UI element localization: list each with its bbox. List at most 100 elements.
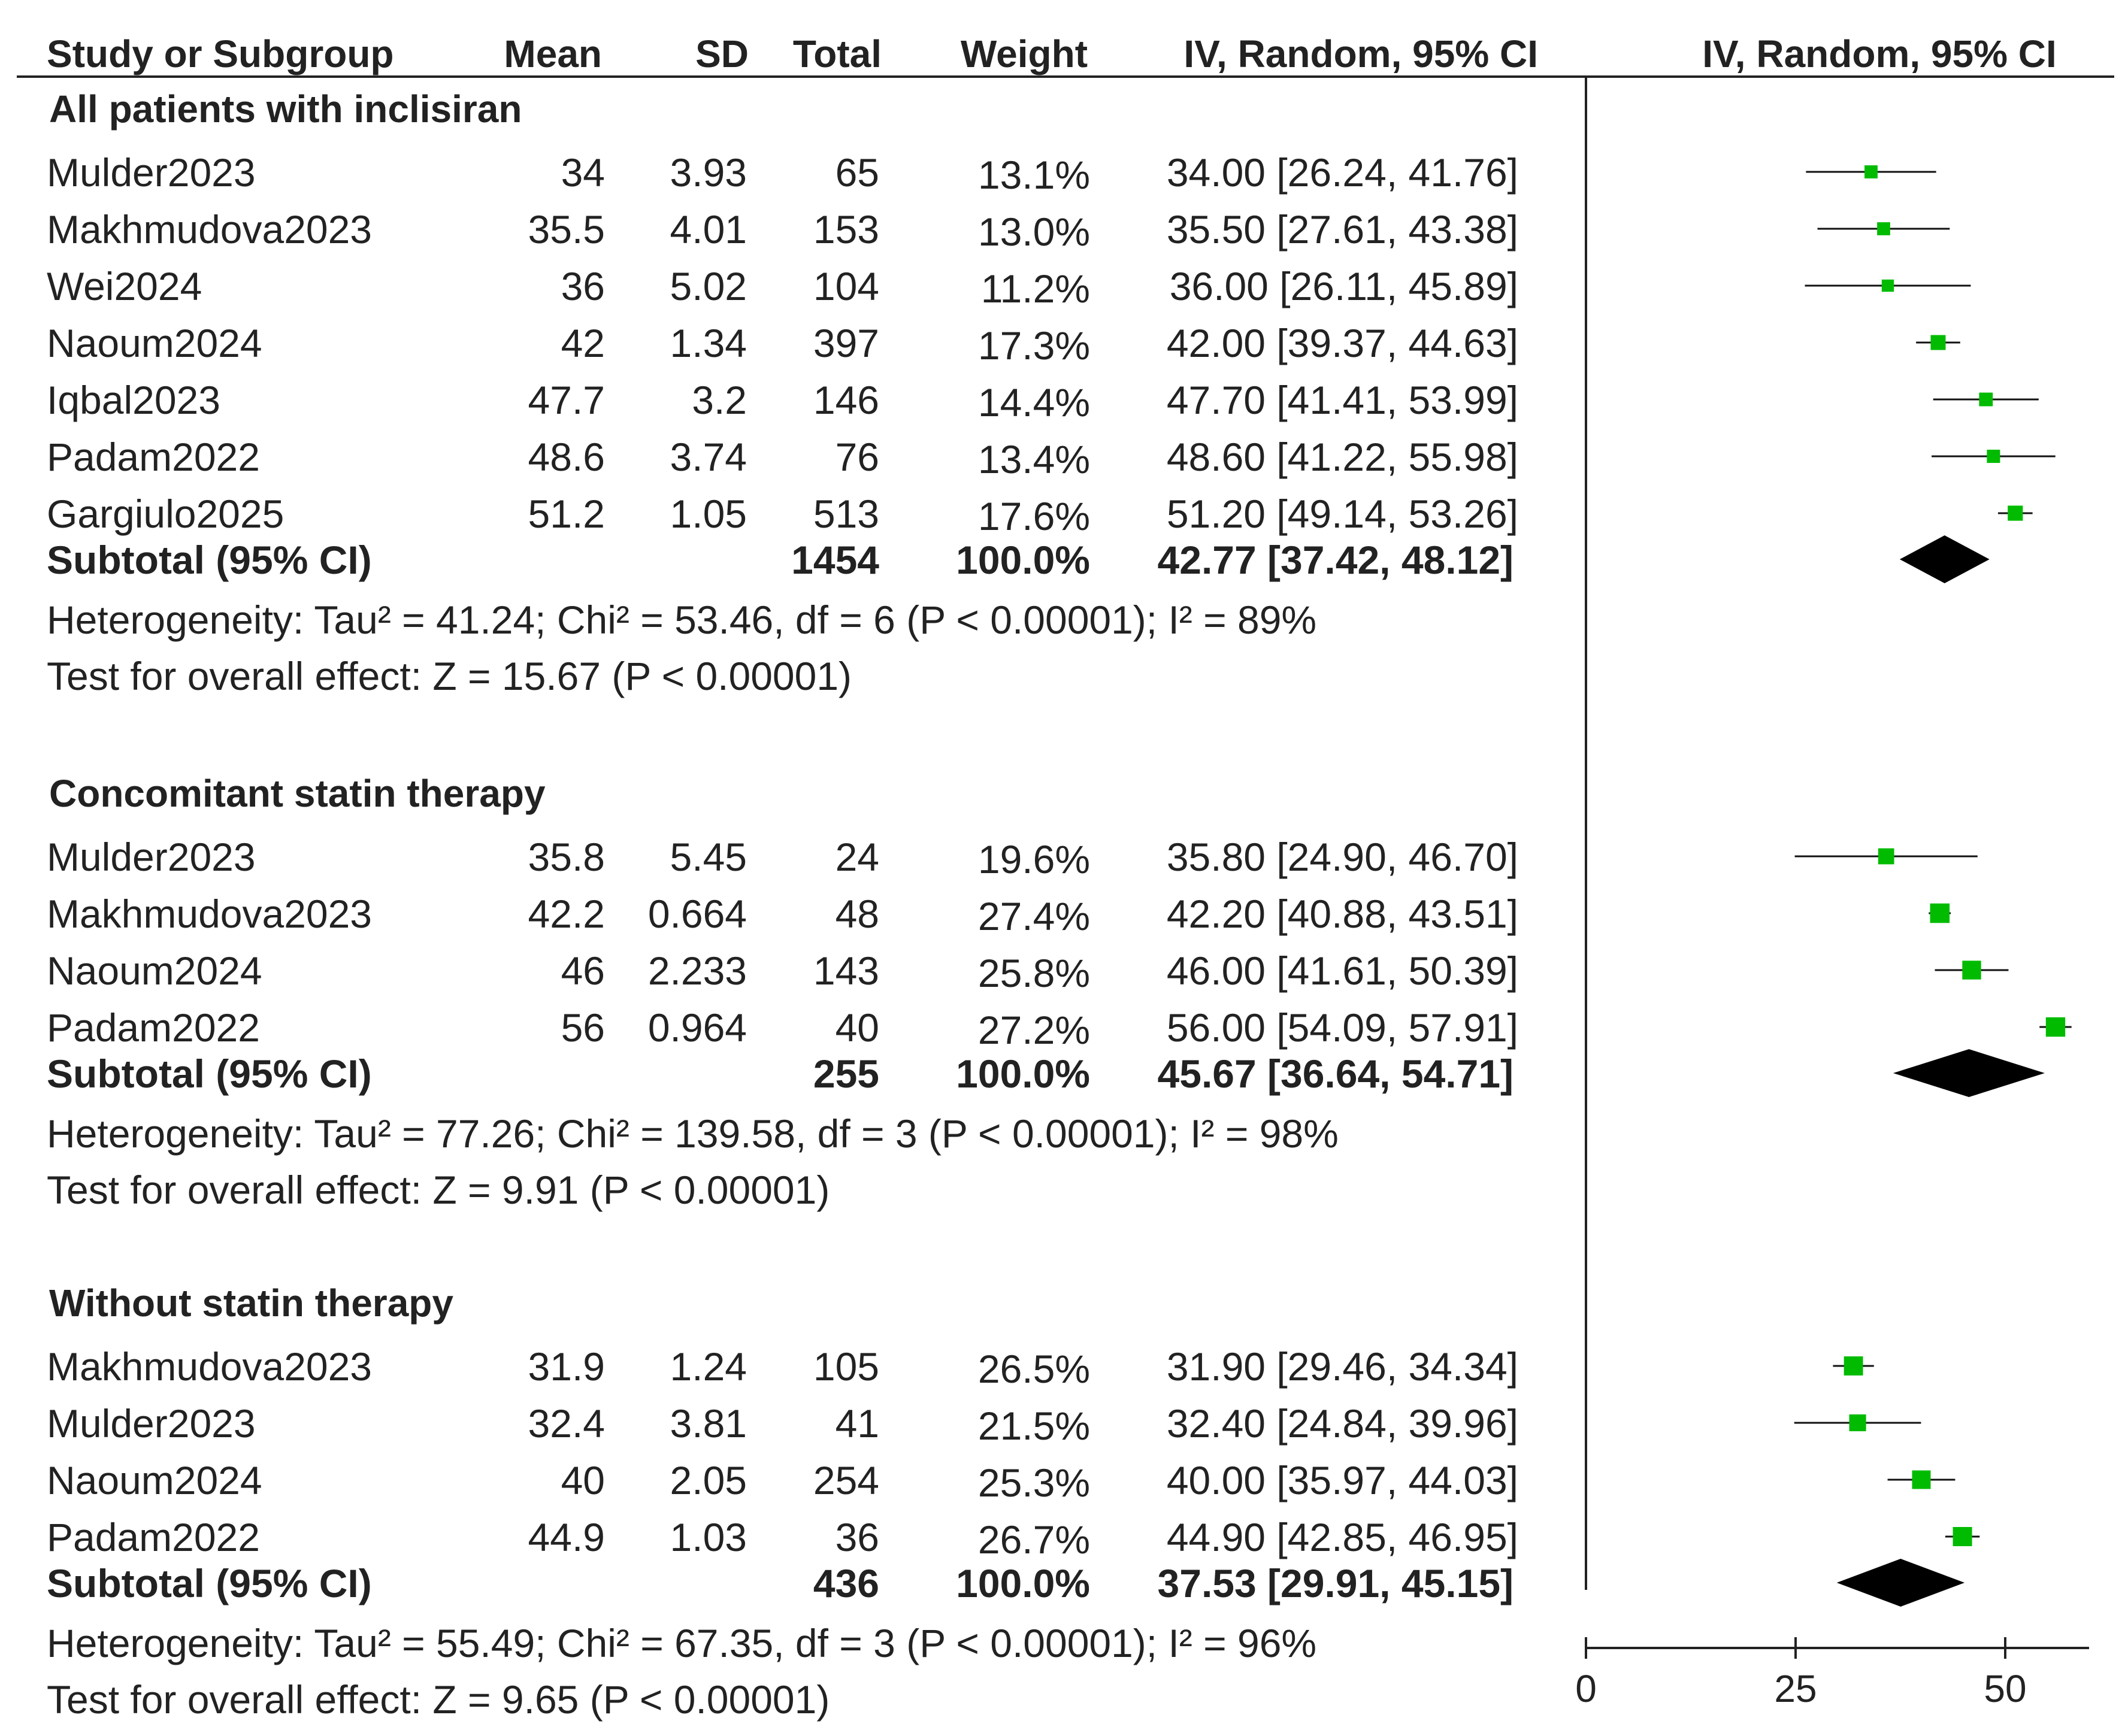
mean-value: 51.2 xyxy=(528,492,605,536)
sd-value: 3.74 xyxy=(670,435,747,479)
sd-value: 5.45 xyxy=(670,835,747,879)
weight-value: 27.4% xyxy=(978,894,1090,938)
total-value: 36 xyxy=(836,1515,879,1559)
x-tick-label: 25 xyxy=(1774,1667,1817,1710)
subtotal-row: Subtotal (95% CI) 436 100.0% 37.53 [29.91, … xyxy=(47,1559,1965,1607)
subtotal-label: Subtotal (95% CI) xyxy=(47,1561,372,1605)
study-row: Makhmudova2023 31.9 1.24 105 26.5% 31.90 [29.… xyxy=(47,1344,1874,1391)
ci-value: 36.00 [26.11, 45.89] xyxy=(1170,264,1518,308)
total-value: 143 xyxy=(813,949,879,993)
sd-value: 1.03 xyxy=(670,1515,747,1559)
ci-value: 56.00 [54.09, 57.91] xyxy=(1167,1005,1518,1050)
total-value: 48 xyxy=(836,892,879,936)
subtotal-weight: 100.0% xyxy=(956,538,1090,582)
weight-value: 21.5% xyxy=(978,1404,1090,1448)
sd-value: 3.93 xyxy=(670,150,747,195)
weight-value: 26.7% xyxy=(978,1517,1090,1562)
column-header: IV, Random, 95% CI xyxy=(1183,32,1538,75)
sd-value: 0.664 xyxy=(648,892,747,936)
total-value: 105 xyxy=(813,1344,879,1389)
ci-value: 42.20 [40.88, 43.51] xyxy=(1167,892,1518,936)
study-row: Padam2022 56 0.964 40 27.2% 56.00 [54.09, 57.… xyxy=(47,1005,2072,1052)
ci-value: 42.00 [39.37, 44.63] xyxy=(1167,321,1518,365)
overall-effect-text: Test for overall effect: Z = 9.65 (P < 0… xyxy=(47,1677,830,1722)
overall-effect-text: Test for overall effect: Z = 9.91 (P < 0… xyxy=(47,1168,830,1212)
pooled-diamond xyxy=(1899,535,1990,583)
mean-value: 56 xyxy=(561,1005,605,1050)
sd-value: 1.24 xyxy=(670,1344,747,1389)
subtotal-ci: 37.53 [29.91, 45.15] xyxy=(1158,1561,1513,1605)
ci-value: 35.50 [27.61, 43.38] xyxy=(1167,207,1518,252)
mean-value: 31.9 xyxy=(528,1344,605,1389)
total-value: 397 xyxy=(813,321,879,365)
subtotal-weight: 100.0% xyxy=(956,1561,1090,1605)
study-name: Iqbal2023 xyxy=(47,378,220,422)
heterogeneity-text: Heterogeneity: Tau² = 41.24; Chi² = 53.4… xyxy=(47,598,1316,642)
effect-marker xyxy=(1849,1414,1866,1432)
study-row: Mulder2023 34 3.93 65 13.1% 34.00 [26.24, 41.… xyxy=(47,150,1936,197)
total-value: 65 xyxy=(836,150,879,195)
sd-value: 1.05 xyxy=(670,492,747,536)
study-name: Padam2022 xyxy=(47,1005,260,1050)
mean-value: 47.7 xyxy=(528,378,605,422)
subgroup: Concomitant statin therapy Mulder2023 35.8… xyxy=(47,772,2072,1212)
study-row: Makhmudova2023 42.2 0.664 48 27.4% 42.20 [40.… xyxy=(47,892,1951,938)
mean-value: 36 xyxy=(561,264,605,308)
subgroup: Without statin therapy Makhmudova2023 31.9… xyxy=(47,1281,1980,1722)
column-header: SD xyxy=(695,32,749,75)
study-name: Wei2024 xyxy=(47,264,202,308)
pooled-diamond xyxy=(1836,1559,1965,1607)
effect-marker xyxy=(1878,848,1894,865)
ci-value: 44.90 [42.85, 46.95] xyxy=(1167,1515,1518,1559)
subtotal-row: Subtotal (95% CI) 255 100.0% 45.67 [36.64, … xyxy=(47,1049,2045,1097)
subgroup-title: Concomitant statin therapy xyxy=(49,772,546,815)
total-value: 513 xyxy=(813,492,879,536)
study-row: Padam2022 44.9 1.03 36 26.7% 44.90 [42.85, 46… xyxy=(47,1515,1980,1562)
sd-value: 2.233 xyxy=(648,949,747,993)
mean-value: 46 xyxy=(561,949,605,993)
weight-value: 19.6% xyxy=(978,837,1090,881)
x-tick-label: 0 xyxy=(1575,1667,1597,1710)
total-value: 41 xyxy=(836,1401,879,1446)
study-name: Padam2022 xyxy=(47,1515,260,1559)
weight-value: 26.5% xyxy=(978,1347,1090,1391)
column-header: Study or Subgroup xyxy=(47,32,394,75)
weight-value: 27.2% xyxy=(978,1008,1090,1052)
study-name: Mulder2023 xyxy=(47,1401,256,1446)
ci-value: 34.00 [26.24, 41.76] xyxy=(1167,150,1518,195)
weight-value: 13.4% xyxy=(978,437,1090,481)
weight-value: 14.4% xyxy=(978,380,1090,425)
weight-value: 11.2% xyxy=(981,266,1090,311)
subtotal-total: 436 xyxy=(813,1561,879,1605)
effect-marker xyxy=(2008,505,2023,521)
subtotal-weight: 100.0% xyxy=(956,1052,1090,1096)
heterogeneity-text: Heterogeneity: Tau² = 77.26; Chi² = 139.… xyxy=(47,1111,1339,1156)
sd-value: 3.81 xyxy=(670,1401,747,1446)
total-value: 104 xyxy=(813,264,879,308)
mean-value: 48.6 xyxy=(528,435,605,479)
study-name: Makhmudova2023 xyxy=(47,207,372,252)
total-value: 254 xyxy=(813,1458,879,1502)
study-row: Mulder2023 32.4 3.81 41 21.5% 32.40 [24.84, 3… xyxy=(47,1401,1921,1448)
effect-marker xyxy=(1864,165,1878,178)
weight-value: 25.3% xyxy=(978,1461,1090,1505)
sd-value: 4.01 xyxy=(670,207,747,252)
subgroup-title: All patients with inclisiran xyxy=(49,87,522,131)
effect-marker xyxy=(1979,392,1993,407)
sd-value: 5.02 xyxy=(670,264,747,308)
weight-value: 13.1% xyxy=(978,153,1090,197)
subgroup-title: Without statin therapy xyxy=(49,1281,453,1325)
mean-value: 32.4 xyxy=(528,1401,605,1446)
ci-value: 47.70 [41.41, 53.99] xyxy=(1167,378,1518,422)
mean-value: 44.9 xyxy=(528,1515,605,1559)
mean-value: 42.2 xyxy=(528,892,605,936)
ci-value: 31.90 [29.46, 34.34] xyxy=(1167,1344,1518,1389)
study-row: Mulder2023 35.8 5.45 24 19.6% 35.80 [24.90, 4… xyxy=(47,835,1978,881)
ci-value: 48.60 [41.22, 55.98] xyxy=(1167,435,1518,479)
mean-value: 35.5 xyxy=(528,207,605,252)
sd-value: 1.34 xyxy=(670,321,747,365)
mean-value: 42 xyxy=(561,321,605,365)
sd-value: 2.05 xyxy=(670,1458,747,1502)
total-value: 153 xyxy=(813,207,879,252)
